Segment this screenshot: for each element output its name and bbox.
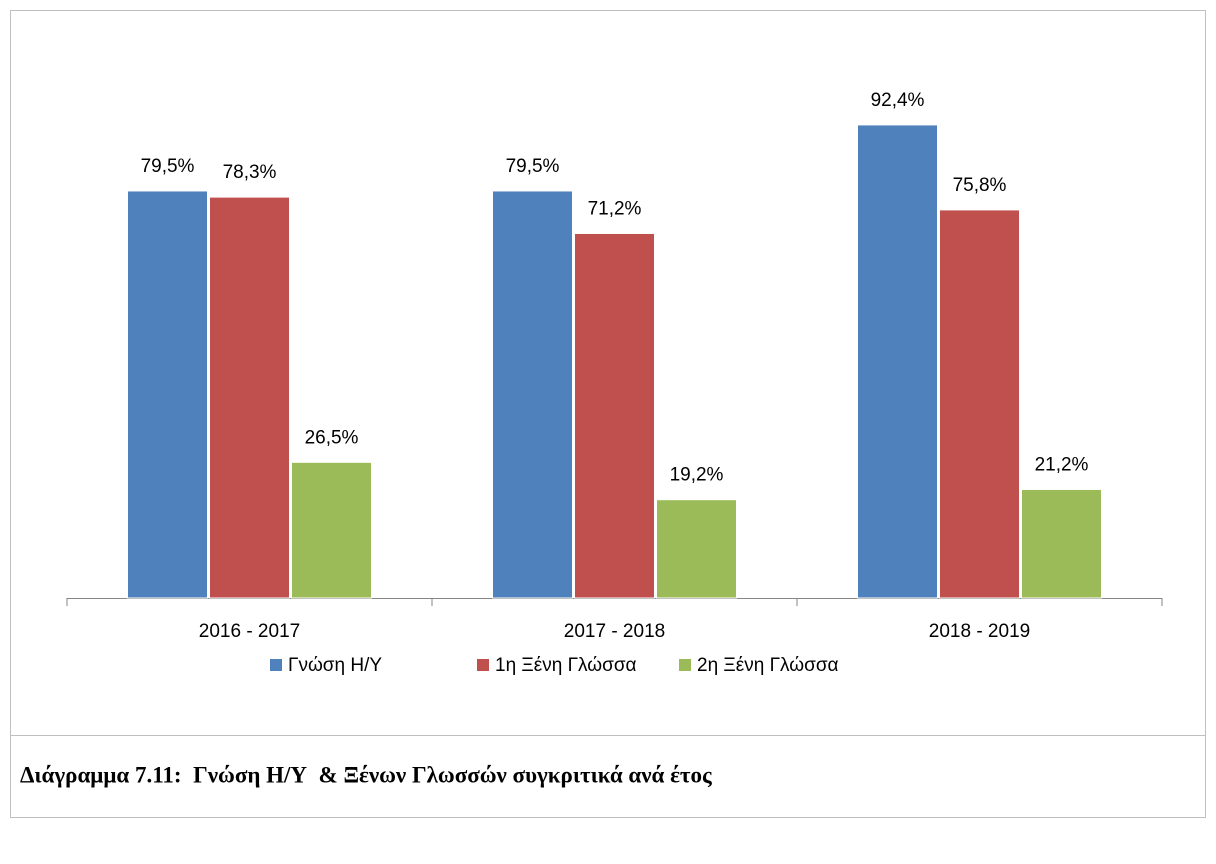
legend-label: 1η Ξένη Γλώσσα — [495, 655, 637, 676]
legend-swatch — [679, 659, 691, 671]
bar — [857, 124, 938, 599]
legend-label: 2η Ξένη Γλώσσα — [697, 655, 839, 676]
bar — [291, 461, 372, 599]
legend-swatch — [270, 659, 282, 671]
value-label: 71,2% — [588, 198, 642, 219]
value-label: 79,5% — [506, 156, 560, 177]
value-label: 21,2% — [1035, 454, 1089, 475]
bar — [127, 190, 208, 599]
value-label: 75,8% — [953, 175, 1007, 196]
x-tick-label: 2018 - 2019 — [929, 621, 1030, 642]
legend-label: Γνώση Η/Υ — [288, 655, 382, 676]
caption-frame — [10, 735, 1206, 818]
legend-swatch — [477, 659, 489, 671]
value-label: 79,5% — [141, 156, 195, 177]
bar — [492, 190, 573, 599]
value-label: 19,2% — [670, 465, 724, 486]
bar — [939, 209, 1020, 599]
bar — [209, 196, 290, 599]
x-tick-label: 2016 - 2017 — [199, 621, 300, 642]
value-label: 92,4% — [871, 90, 925, 111]
bar — [574, 232, 655, 599]
bar — [656, 499, 737, 599]
bar — [1021, 488, 1102, 599]
value-label: 26,5% — [305, 427, 359, 448]
x-tick-label: 2017 - 2018 — [564, 621, 665, 642]
chart-title: Διάγραμμα 7.11: Γνώση Η/Υ & Ξένων Γλωσσώ… — [20, 762, 712, 787]
value-label: 78,3% — [223, 162, 277, 183]
